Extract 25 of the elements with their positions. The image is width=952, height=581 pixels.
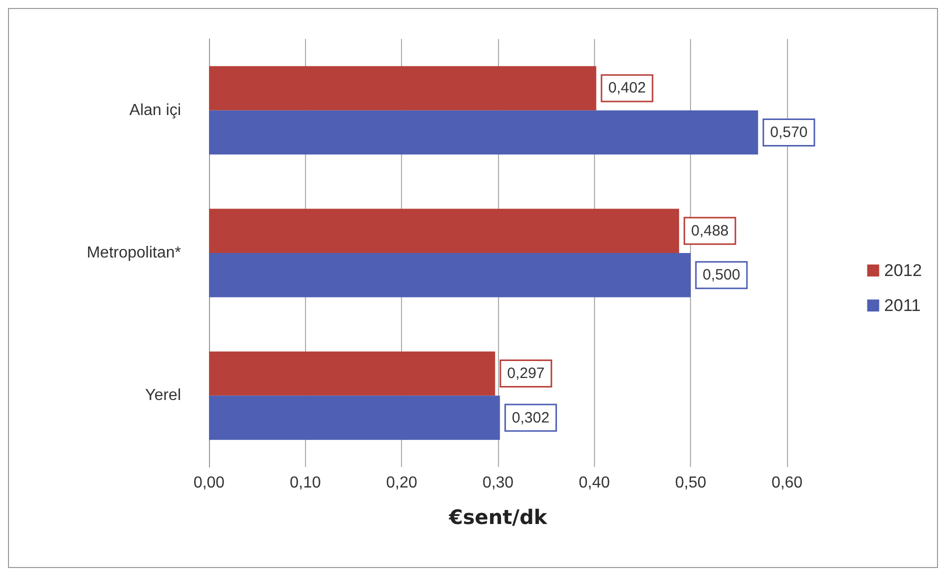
- data-label: 0,297: [507, 365, 545, 382]
- data-label: 0,570: [770, 124, 808, 141]
- data-label: 0,488: [691, 222, 729, 240]
- x-tick-label: 0,60: [771, 474, 803, 492]
- y-tick-label: Yerel: [145, 387, 181, 404]
- bar: [209, 396, 500, 440]
- data-label: 0,402: [608, 80, 646, 97]
- y-tick-label: Alan içi: [129, 102, 181, 119]
- bar: [209, 110, 758, 155]
- legend-label: 2011: [884, 296, 921, 315]
- bar: [209, 351, 496, 396]
- x-tick-label: 0,10: [290, 474, 322, 492]
- data-label: 0,302: [512, 409, 550, 426]
- x-axis-title: €sent/dk: [448, 505, 548, 529]
- x-tick-label: 0,30: [482, 474, 514, 492]
- data-label: 0,500: [702, 266, 740, 284]
- bar: [209, 208, 680, 253]
- legend-label: 2012: [884, 261, 922, 280]
- bar: [209, 66, 596, 110]
- x-tick-label: 0,00: [193, 474, 225, 492]
- x-tick-label: 0,20: [386, 474, 418, 492]
- bar: [209, 253, 691, 298]
- x-tick-label: 0,40: [578, 474, 610, 492]
- y-tick-label: Metropolitan*: [86, 244, 181, 262]
- x-tick-label: 0,50: [675, 474, 706, 492]
